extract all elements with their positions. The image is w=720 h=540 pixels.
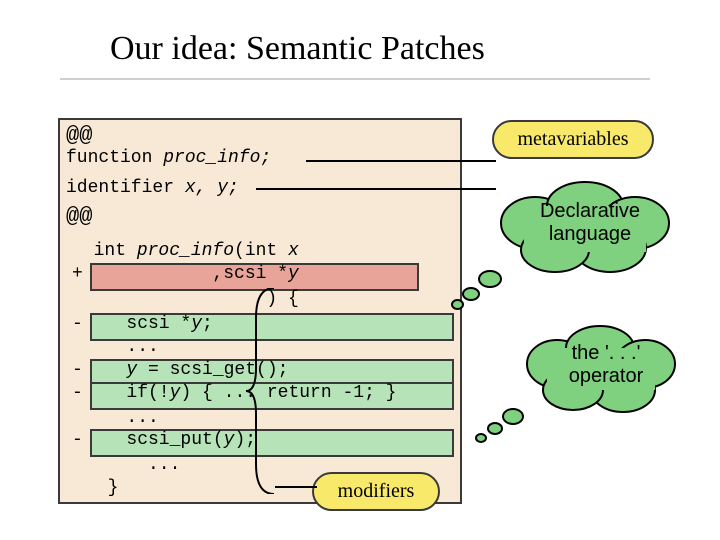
code-m2: - bbox=[72, 360, 83, 380]
code-decl2: identifier x, y; bbox=[66, 178, 239, 198]
code-l4: scsi *y; bbox=[94, 314, 213, 334]
code-l8: ... bbox=[94, 408, 159, 428]
slide-title: Our idea: Semantic Patches bbox=[110, 30, 485, 68]
code-l9: scsi_put(y); bbox=[94, 430, 256, 450]
kw-identifier: identifier bbox=[66, 178, 185, 198]
title-underline bbox=[60, 78, 650, 80]
connector-modifiers bbox=[275, 486, 317, 488]
kw-function: function bbox=[66, 148, 163, 168]
code-m1: - bbox=[72, 314, 83, 334]
code-m4: - bbox=[72, 430, 83, 450]
code-l10: ... bbox=[94, 455, 180, 475]
connector-metavar-2 bbox=[256, 188, 496, 190]
code-decl1: function proc_info; bbox=[66, 148, 271, 168]
code-at1: @@ bbox=[66, 123, 92, 148]
code-l11: } bbox=[86, 478, 118, 498]
bubble-decl-1 bbox=[478, 270, 502, 288]
callout-metavariables: metavariables bbox=[492, 120, 654, 159]
meta-xy: x, y; bbox=[185, 178, 239, 198]
bubble-op-1 bbox=[502, 408, 524, 425]
bubble-decl-3 bbox=[451, 299, 464, 310]
modifiers-brace-icon bbox=[246, 288, 280, 494]
code-l5: ... bbox=[94, 337, 159, 357]
code-m3: - bbox=[72, 383, 83, 403]
connector-metavar-1 bbox=[306, 160, 496, 162]
cloud-declarative-text: Declarative language bbox=[520, 200, 660, 246]
bubble-op-3 bbox=[475, 433, 487, 443]
code-l2: ,scsi *y bbox=[72, 264, 299, 284]
code-l1: int proc_info(int x bbox=[72, 241, 299, 261]
cloud-operator-text: the '. . .' operator bbox=[546, 342, 666, 388]
bubble-decl-2 bbox=[462, 287, 480, 301]
bubble-op-2 bbox=[487, 422, 503, 435]
code-at2: @@ bbox=[66, 204, 92, 229]
callout-modifiers: modifiers bbox=[312, 472, 440, 511]
meta-procinfo: proc_info; bbox=[163, 148, 271, 168]
